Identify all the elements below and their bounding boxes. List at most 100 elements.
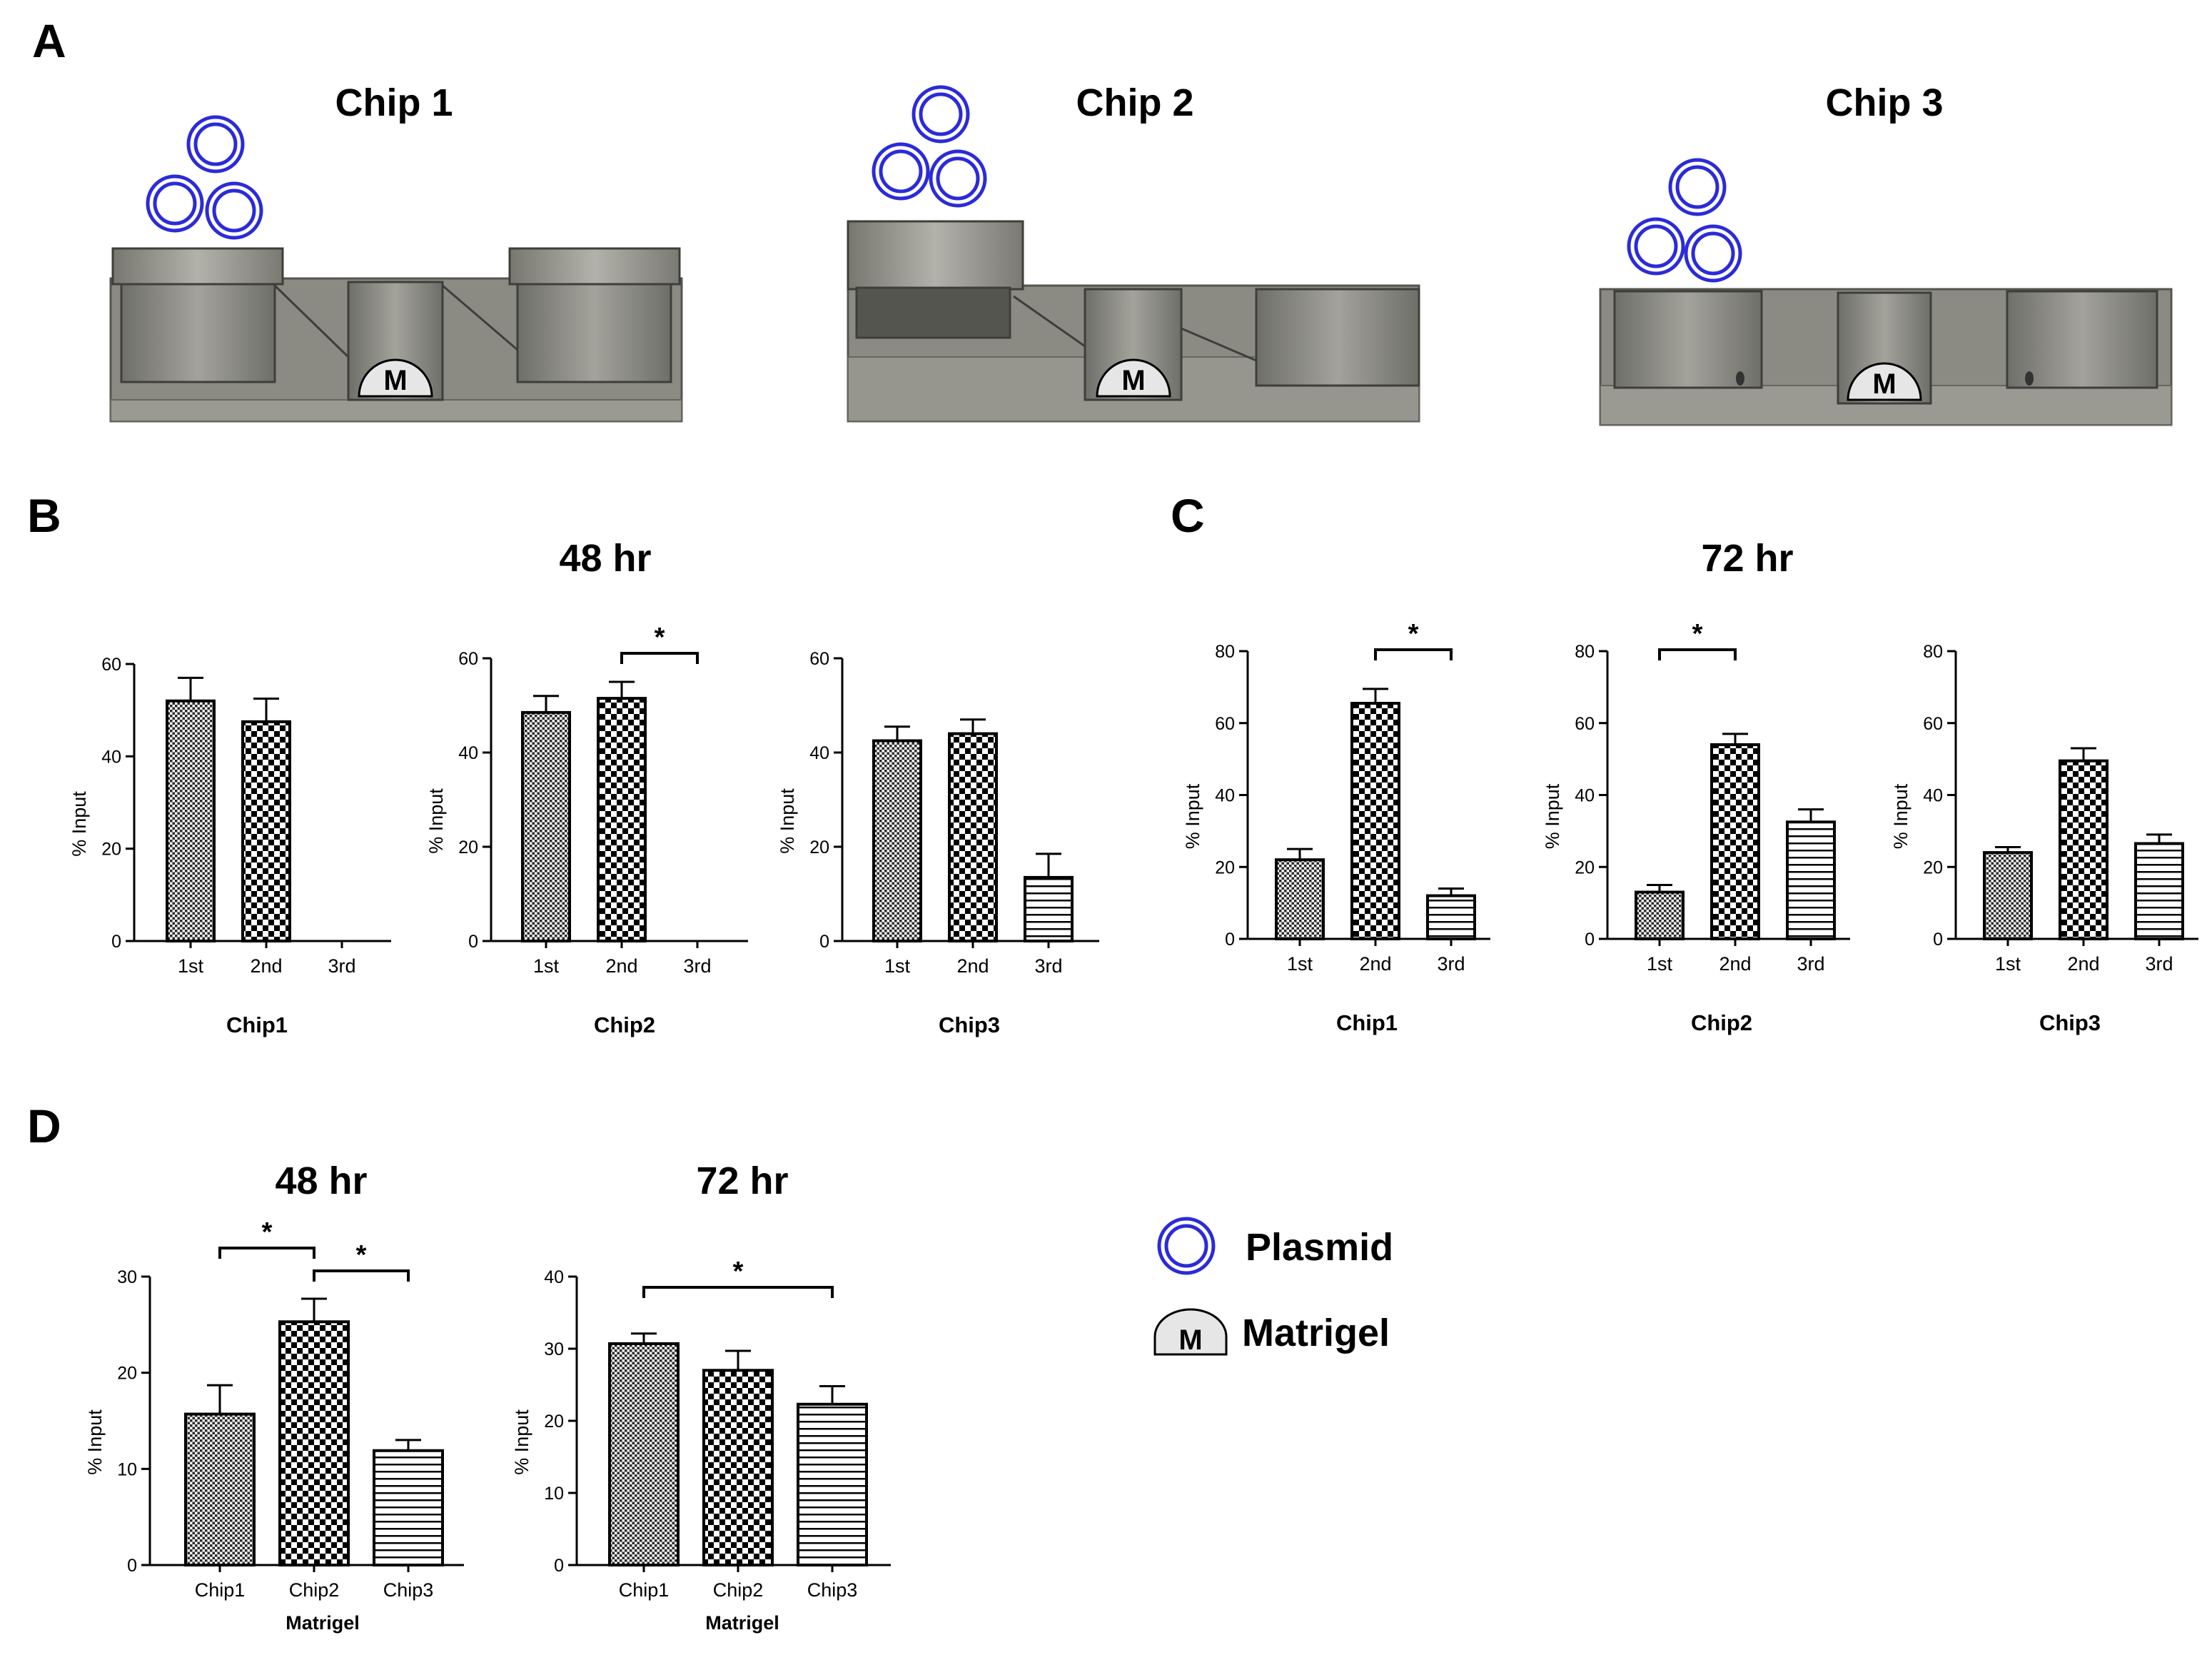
chip-1-well-left — [120, 281, 276, 383]
bar — [1635, 890, 1685, 940]
category-label: 1st — [1287, 953, 1313, 975]
significance-bracket — [1374, 648, 1453, 660]
x-axis-label: Chip3 — [939, 1012, 1000, 1037]
chart-c-chip1: 0 20 40 60 80 % Input 1st 2nd 3rd Chip1 * — [1182, 619, 1490, 1035]
chip-3-matrigel-shape — [1847, 362, 1922, 401]
panel-letter-c: C — [1171, 489, 1205, 542]
plasmid-icon — [205, 181, 263, 240]
bar — [702, 1369, 774, 1567]
category-label: 3rd — [1437, 953, 1465, 975]
chip-2-cylinder-left — [847, 220, 1024, 291]
chart-d-48hr: 0 10 20 30 % Input Chip1 Chip2 Chip3 Matrigel * * — [84, 1217, 464, 1634]
significance-label: * — [1408, 619, 1419, 649]
y-tick-label: 20 — [1215, 857, 1235, 877]
y-tick-label: 40 — [809, 743, 829, 763]
x-axis-label: Chip1 — [1336, 1010, 1398, 1035]
y-tick-label: 0 — [554, 1556, 564, 1576]
chip-3-title: Chip 3 — [1825, 81, 1943, 124]
plasmid-icon — [872, 142, 930, 201]
category-label: Chip3 — [807, 1579, 858, 1601]
y-axis-label: % Input — [777, 788, 798, 854]
category-label: 3rd — [2145, 953, 2173, 975]
category-label: Chip1 — [619, 1579, 670, 1601]
category-label: 1st — [533, 955, 560, 977]
bar — [1426, 894, 1476, 941]
chip-1-matrigel-letter: M — [383, 365, 407, 396]
chip-1-diagram: Chip 1 M — [109, 81, 683, 423]
y-tick-label: 30 — [117, 1267, 137, 1287]
chip-1-cylinder-right — [508, 247, 681, 286]
category-label: 2nd — [605, 955, 637, 977]
bar — [597, 697, 647, 942]
y-tick-label: 0 — [1225, 930, 1235, 950]
plasmid-icon-inner — [153, 181, 197, 226]
significance-bracket — [642, 1286, 834, 1298]
y-tick-label: 40 — [544, 1267, 564, 1287]
legend-matrigel-label: Matrigel — [1242, 1312, 1390, 1354]
bar — [521, 710, 571, 943]
plasmid-icon-inner — [919, 92, 963, 136]
chip-3-matrigel-letter: M — [1872, 368, 1896, 400]
bar — [2134, 842, 2184, 940]
chip-2-title: Chip 2 — [1076, 81, 1193, 124]
plasmid-icon-inner — [1691, 231, 1735, 276]
y-tick-label: 80 — [1575, 642, 1595, 662]
panel-letter-b: B — [27, 489, 61, 542]
bar — [797, 1402, 868, 1567]
chip-3-well-left — [1613, 290, 1763, 389]
chip-1-channel-right — [442, 284, 518, 351]
x-axis-label: Chip1 — [226, 1012, 288, 1037]
category-label: 3rd — [1034, 955, 1062, 977]
y-tick-label: 20 — [1923, 857, 1943, 877]
panel-b-time-title: 48 hr — [559, 537, 651, 580]
y-axis-label: % Input — [1890, 783, 1911, 849]
plasmid-icon-inner — [936, 156, 980, 201]
bar — [278, 1320, 350, 1566]
y-axis-label: % Input — [425, 788, 447, 854]
y-tick-label: 40 — [458, 743, 478, 763]
y-tick-label: 60 — [1215, 714, 1235, 734]
bar — [166, 699, 216, 942]
bar — [241, 720, 291, 942]
chip-3-diagram: Chip 3 M — [1599, 81, 2173, 426]
plasmid-icon-inner — [879, 149, 923, 193]
bar — [2059, 759, 2109, 941]
chip-2-matrigel-shape — [1096, 358, 1171, 398]
y-tick-label: 40 — [1215, 786, 1235, 806]
chip-1-plasmids — [146, 115, 263, 240]
category-label: 2nd — [1359, 953, 1391, 975]
bar — [608, 1342, 680, 1567]
plasmid-icon — [1668, 158, 1727, 216]
y-axis-label: % Input — [1542, 783, 1563, 849]
plasmid-icon — [186, 115, 245, 173]
category-label: 1st — [1647, 953, 1673, 975]
y-tick-label: 20 — [544, 1412, 564, 1432]
chip-2-plasmids — [872, 85, 987, 208]
panel-letter-d: D — [27, 1100, 61, 1152]
y-axis-label: % Input — [84, 1409, 106, 1475]
y-tick-label: 20 — [1575, 857, 1595, 877]
bar — [1350, 702, 1400, 940]
category-label: 1st — [1995, 953, 2021, 975]
y-tick-label: 20 — [117, 1364, 137, 1384]
chip-2-matrigel-letter: M — [1121, 365, 1145, 396]
panel-letter-a: A — [32, 14, 66, 67]
bar — [1710, 743, 1760, 940]
category-label: 3rd — [1797, 953, 1824, 975]
chip-2-well-right — [1255, 288, 1420, 387]
significance-bracket — [1658, 648, 1737, 660]
category-label: 1st — [178, 955, 204, 977]
chip-3-port-right — [2025, 371, 2034, 386]
plasmid-icon-inner — [1675, 165, 1719, 209]
chip-1-base-bottom — [110, 399, 682, 422]
y-tick-label: 0 — [819, 932, 829, 952]
chart-b-chip1: 0 20 40 60 % Input 1st 2nd 3rd Chip1 — [69, 655, 391, 1037]
bar — [1275, 858, 1325, 941]
bar — [1024, 875, 1074, 943]
y-tick-label: 0 — [468, 932, 478, 952]
panel-d-72-time-title: 72 hr — [696, 1160, 788, 1202]
y-tick-label: 60 — [809, 649, 829, 669]
y-tick-label: 40 — [101, 747, 121, 767]
category-label: 3rd — [683, 955, 711, 977]
